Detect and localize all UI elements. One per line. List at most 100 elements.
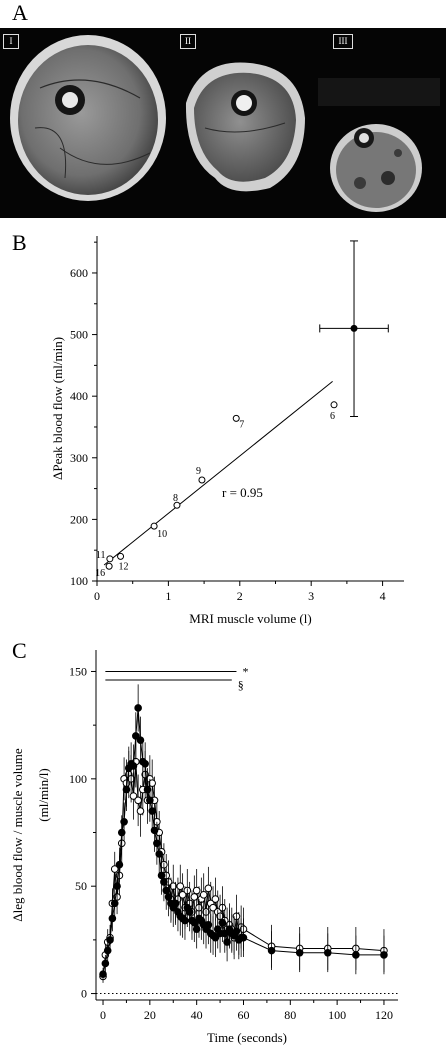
panel-a-letter: A [12, 0, 28, 25]
c-y-tick-label: 100 [69, 772, 87, 786]
c-open-point [129, 792, 138, 800]
c-filled-point [160, 878, 168, 886]
b-data-point [105, 562, 113, 570]
b-x-axis-label: MRI muscle volume (l) [189, 611, 311, 626]
c-open-point [178, 890, 187, 899]
b-data-point [232, 414, 240, 422]
c-filled-point [352, 951, 360, 959]
c-significance-symbol: * [242, 664, 248, 678]
c-x-tick-label: 0 [100, 1008, 106, 1022]
b-x-tick-label: 0 [94, 589, 100, 603]
b-x-tick-label: 2 [237, 589, 243, 603]
b-x-tick-label: 3 [308, 589, 314, 603]
c-filled-point [101, 959, 110, 968]
panel-c-letter: C [12, 638, 27, 663]
c-filled-point [143, 785, 152, 794]
b-y-tick-label: 100 [70, 574, 88, 588]
b-point-label: 7 [239, 419, 244, 430]
c-filled-point [155, 850, 164, 858]
b-x-tick-label: 4 [380, 589, 386, 603]
c-filled-point [134, 704, 142, 712]
c-open-point [192, 886, 201, 895]
c-filled-point [157, 871, 166, 880]
mri-tag-3: III [333, 34, 353, 49]
c-filled-point [211, 933, 220, 942]
c-y-tick-label: 50 [75, 879, 87, 893]
c-filled-point [185, 908, 194, 916]
b-y-tick-label: 200 [70, 512, 88, 526]
c-x-tick-label: 60 [237, 1008, 249, 1022]
c-filled-point [122, 785, 131, 794]
c-y-tick-label: 150 [69, 664, 87, 678]
b-point-label: 9 [196, 466, 201, 477]
b-correlation-annotation: r = 0.95 [222, 485, 263, 500]
c-filled-point [218, 918, 227, 927]
c-filled-point [148, 807, 156, 815]
b-y-tick-label: 400 [70, 389, 88, 403]
c-x-tick-label: 120 [375, 1008, 393, 1022]
c-filled-point [162, 886, 171, 895]
b-point-label: 10 [157, 529, 167, 540]
c-filled-point [129, 762, 138, 770]
c-filled-point [164, 893, 173, 901]
c-filled-point [223, 938, 231, 946]
b-data-point [150, 522, 158, 530]
c-open-point [148, 779, 156, 787]
c-filled-point [171, 899, 180, 908]
c-y-tick-label: 0 [81, 987, 87, 1001]
c-open-point [134, 796, 142, 805]
c-filled-point [267, 946, 276, 955]
b-data-point [198, 476, 206, 484]
c-filled-point [232, 927, 241, 936]
c-filled-point [131, 732, 140, 740]
mri-tag-1: I [3, 34, 19, 49]
c-open-point [110, 865, 119, 873]
c-filled-point [380, 951, 388, 959]
b-y-tick-label: 500 [70, 328, 88, 342]
c-open-point [176, 882, 185, 890]
c-filled-point [141, 760, 149, 768]
b-point-label: 12 [119, 561, 129, 572]
b-x-tick-label: 1 [165, 589, 171, 603]
mri-thigh-image [10, 35, 440, 212]
c-open-point [199, 890, 208, 899]
b-point-label: 16 [95, 568, 105, 579]
c-open-point [211, 895, 220, 903]
b-y-tick-label: 600 [70, 266, 88, 280]
c-filled-point [150, 826, 159, 835]
c-filled-point [136, 736, 145, 744]
c-filled-point [323, 948, 332, 957]
c-open-point [209, 903, 217, 912]
b-data-point [330, 401, 338, 409]
c-filled-point [190, 918, 199, 927]
b-point-label: 11 [96, 550, 106, 561]
c-y-axis-label: Δleg blood flow / muscle volume [10, 748, 25, 922]
b-point-label: 6 [330, 411, 335, 422]
c-filled-point [239, 933, 248, 942]
c-filled-point [295, 948, 304, 957]
c-significance-symbol: § [238, 678, 244, 692]
c-filled-point [110, 899, 119, 908]
panel-b-letter: B [12, 230, 27, 255]
c-x-axis-label: Time (seconds) [207, 1030, 287, 1045]
b-data-point [173, 501, 181, 509]
c-filled-point [192, 925, 201, 933]
c-filled-point [115, 860, 124, 869]
c-filled-point [146, 796, 154, 805]
b-data-point [117, 552, 125, 560]
c-open-point [136, 807, 145, 815]
b-y-tick-label: 300 [70, 451, 88, 465]
c-open-point [190, 893, 199, 901]
c-filled-point [204, 921, 213, 929]
c-filled-point [117, 828, 126, 837]
b-y-axis-label: ΔPeak blood flow (ml/min) [50, 337, 65, 480]
c-filled-point [120, 817, 128, 826]
b-regression-line [103, 381, 333, 566]
c-y-axis-unit: (ml/min/l) [36, 768, 51, 821]
b-mean-point [350, 324, 358, 332]
mri-image-strip: I II III [0, 28, 446, 218]
c-filled-point [106, 936, 114, 944]
c-filled-point [181, 916, 189, 925]
c-x-tick-label: 80 [284, 1008, 296, 1022]
